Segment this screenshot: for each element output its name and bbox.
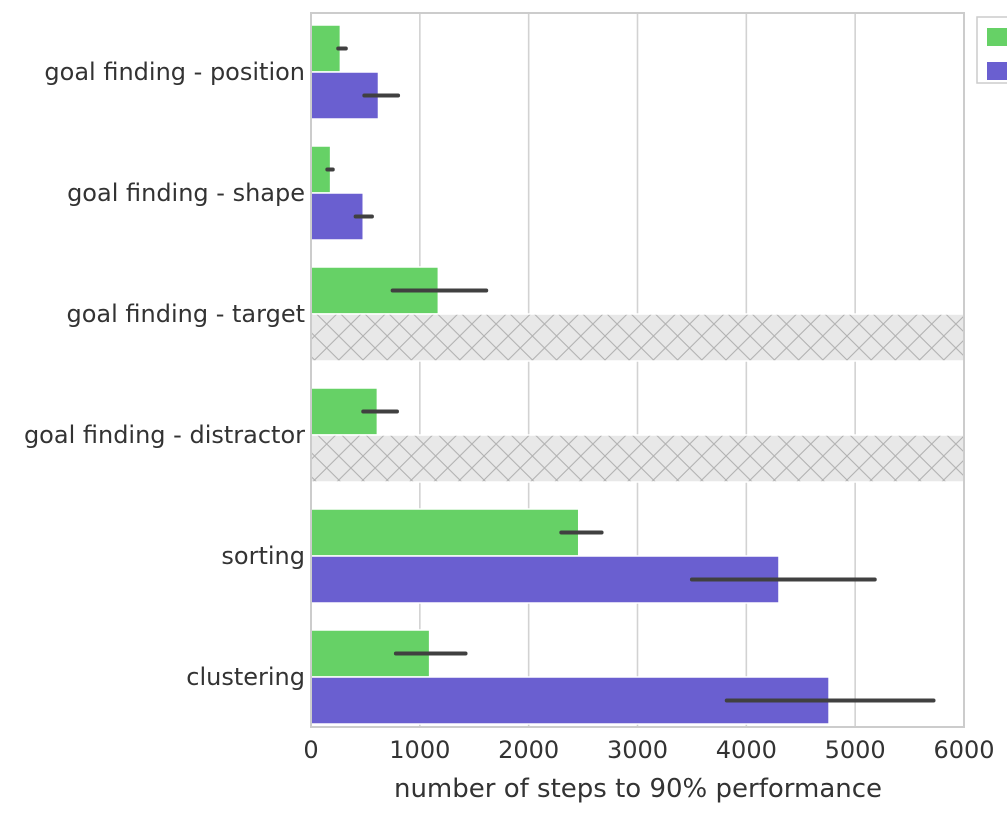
x-tick-label: 6000 [933, 736, 994, 764]
plot-frame [310, 12, 965, 728]
category-label: clustering [186, 663, 305, 691]
legend [976, 16, 1007, 84]
x-tick-label: 2000 [498, 736, 559, 764]
bar [310, 24, 342, 73]
error-bars [325, 46, 936, 703]
x-tick-label: 4000 [716, 736, 777, 764]
x-tick-label: 1000 [389, 736, 450, 764]
bars [310, 24, 965, 725]
missing-bar [310, 434, 965, 483]
x-tick-labels: 0 1000 2000 3000 4000 5000 6000 [303, 736, 994, 764]
category-label: goal finding - target [67, 300, 306, 328]
category-label: sorting [221, 542, 305, 570]
category-label: goal finding - shape [67, 179, 305, 207]
x-axis-title: number of steps to 90% performance [394, 774, 882, 804]
x-tick-label: 3000 [607, 736, 668, 764]
category-label: goal finding - distractor [24, 421, 305, 449]
bar [310, 508, 580, 557]
legend-swatch [987, 28, 1007, 46]
x-tick-label: 5000 [825, 736, 886, 764]
missing-bar [310, 313, 965, 362]
category-labels: goal finding - position goal finding - sh… [24, 58, 305, 691]
x-tick-label: 0 [303, 736, 318, 764]
category-label: goal finding - position [44, 58, 305, 86]
legend-swatch [987, 62, 1007, 80]
axes-border [310, 12, 965, 728]
